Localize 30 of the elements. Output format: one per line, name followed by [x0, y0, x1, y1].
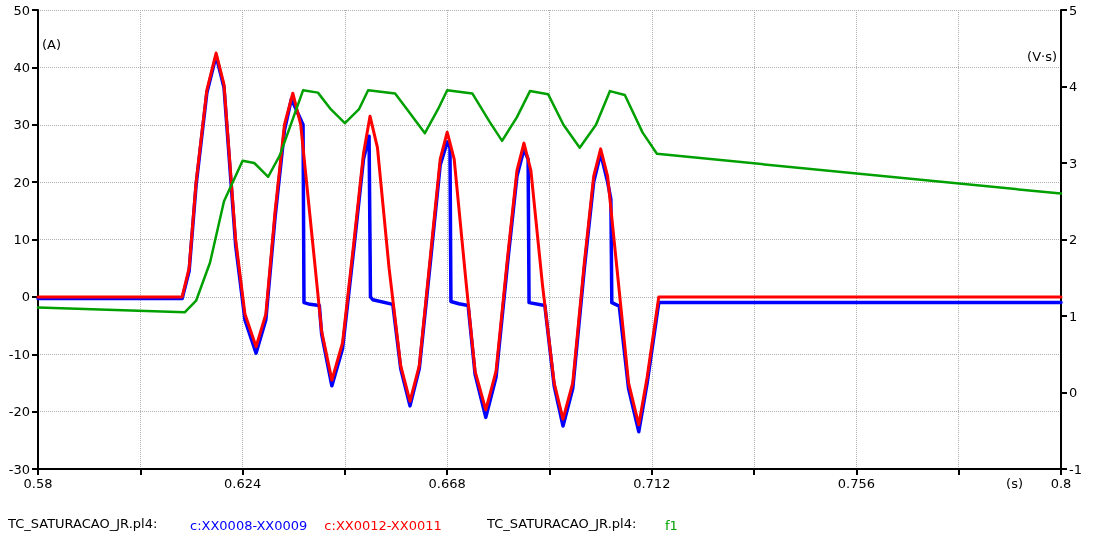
y2-tick-label: 2 [1069, 232, 1078, 247]
y2-tick-label: -1 [1069, 461, 1082, 477]
x-tick-label: 0.624 [223, 476, 262, 491]
y2-tick-label: 0 [1069, 385, 1078, 400]
y2-tick-label: 4 [1069, 79, 1078, 94]
y-tick-label: 40 [13, 59, 30, 75]
y-tick-label: -10 [8, 346, 30, 362]
y-axis-title: (A) [42, 37, 62, 52]
y2-tick-label: 1 [1069, 308, 1078, 324]
x-tick-label: 0.712 [633, 476, 671, 491]
y-tick-label: -30 [8, 461, 30, 477]
y-tick-label: 50 [13, 2, 30, 18]
text: c:XX0008-XX0009 [190, 518, 308, 533]
x-tick-label: 0.58 [23, 476, 53, 491]
y2-axis-title: (V·s) [1027, 49, 1058, 64]
y-tick-label: 10 [13, 232, 30, 247]
y-tick-label: 20 [13, 174, 30, 190]
text: c:XX0012-XX0011 [324, 518, 442, 533]
text: TC_SATURACAO_JR.pl4: [486, 516, 637, 531]
x-tick-label: 0.668 [428, 476, 466, 491]
x-tick-label: 0.756 [837, 476, 876, 491]
y-tick-label: -20 [8, 404, 30, 420]
x-axis-title: (s) [1006, 476, 1024, 491]
y2-tick-label: 5 [1069, 2, 1078, 18]
y-tick-label: 30 [13, 117, 30, 133]
y-tick-label: 0 [21, 289, 30, 305]
text: TC_SATURACAO_JR.pl4: [7, 516, 158, 531]
y2-tick-label: 3 [1069, 155, 1078, 171]
x-tick-label: 0.8 [1050, 476, 1072, 491]
text: f1 [665, 518, 678, 533]
